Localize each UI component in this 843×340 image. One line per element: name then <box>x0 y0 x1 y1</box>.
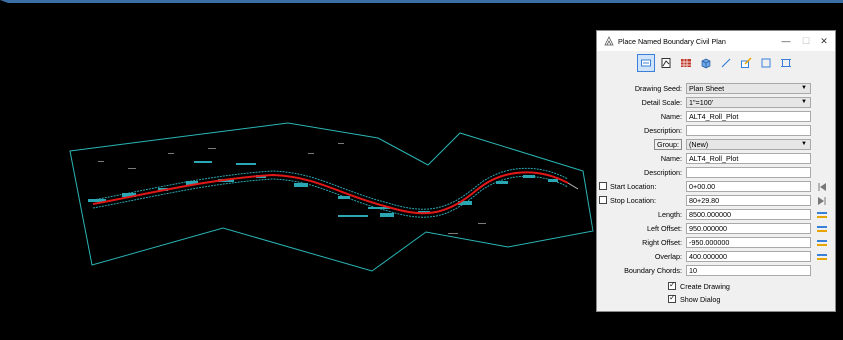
right-offset-input[interactable]: -950.000000 <box>686 237 811 248</box>
dialog-title: Place Named Boundary Civil Plan <box>618 36 726 46</box>
stop-location-row: Stop Location: 80+29.80 <box>597 195 835 207</box>
civil-plan-tool[interactable] <box>637 54 655 72</box>
clip-box-icon <box>781 59 791 67</box>
chevron-down-icon: ▼ <box>801 99 807 105</box>
lock-value-icon[interactable] <box>816 224 828 234</box>
civil-profile-tool[interactable] <box>657 54 675 72</box>
civil-plan-icon <box>641 59 651 67</box>
show-dialog-label: Show Dialog <box>680 295 721 304</box>
label-text-marks <box>98 143 486 234</box>
line-icon <box>721 58 731 68</box>
draw-boundary-tool[interactable] <box>737 54 755 72</box>
stop-location-input[interactable]: 80+29.80 <box>686 195 811 206</box>
go-to-end-icon[interactable] <box>816 196 828 206</box>
start-location-checkbox[interactable] <box>599 182 607 190</box>
right-offset-label: Right Offset: <box>642 238 682 247</box>
group-name-input[interactable]: ALT4_Roll_Plot <box>686 153 811 164</box>
cube-icon <box>701 58 711 69</box>
grid-icon <box>681 59 691 67</box>
from-element-tool[interactable] <box>717 54 735 72</box>
minimize-button[interactable]: — <box>781 36 791 46</box>
chevron-down-icon: ▼ <box>801 141 807 147</box>
group-dropdown[interactable]: (New) ▼ <box>686 139 811 150</box>
clip-tool[interactable] <box>777 54 795 72</box>
chevron-down-icon: ▼ <box>801 85 807 91</box>
show-dialog-row: Show Dialog <box>597 293 835 306</box>
stop-location-label: Stop Location: <box>610 196 656 205</box>
detail-scale-dropdown[interactable]: 1"=100' ▼ <box>686 97 811 108</box>
detail-scale-value: 1"=100' <box>689 98 714 107</box>
cross-section-tool[interactable] <box>677 54 695 72</box>
group-value: (New) <box>689 140 709 149</box>
left-offset-label: Left Offset: <box>646 224 682 233</box>
profile-icon <box>661 58 671 68</box>
rectangle-icon <box>761 58 771 68</box>
lock-value-icon[interactable] <box>816 252 828 262</box>
overlap-row: Overlap: 400.000000 <box>597 251 835 263</box>
detail-scale-row: Detail Scale: 1"=100' ▼ <box>597 97 835 109</box>
name-row: Name: ALT4_Roll_Plot <box>597 111 835 123</box>
length-input[interactable]: 8500.000000 <box>686 209 811 220</box>
start-location-row: Start Location: 0+00.00 <box>597 181 835 193</box>
start-location-input[interactable]: 0+00.00 <box>686 181 811 192</box>
rectangle-tool[interactable] <box>757 54 775 72</box>
pencil-box-icon <box>741 57 752 68</box>
start-location-label: Start Location: <box>610 182 657 191</box>
overlap-input[interactable]: 400.000000 <box>686 251 811 262</box>
group-description-input[interactable] <box>686 167 811 178</box>
edge-of-pavement-lines <box>92 167 569 218</box>
boundary-chords-label: Boundary Chords: <box>624 266 682 275</box>
named-boundary-app-icon <box>604 36 614 46</box>
create-drawing-row: Create Drawing <box>597 280 835 293</box>
close-button[interactable]: ✕ <box>820 36 828 46</box>
3d-cut-tool[interactable] <box>697 54 715 72</box>
length-label: Length: <box>658 210 682 219</box>
drawing-seed-dropdown[interactable]: Plan Sheet ▼ <box>686 83 811 94</box>
named-boundary-outline <box>69 122 594 272</box>
length-row: Length: 8500.000000 <box>597 209 835 221</box>
boundary-chords-row: Boundary Chords: 10 <box>597 265 835 277</box>
stop-location-checkbox[interactable] <box>599 196 607 204</box>
right-offset-row: Right Offset: -950.000000 <box>597 237 835 249</box>
show-dialog-checkbox[interactable] <box>668 293 676 303</box>
maximize-button[interactable]: ☐ <box>801 36 811 46</box>
go-to-start-icon[interactable] <box>816 182 828 192</box>
description-row: Description: <box>597 125 835 137</box>
left-offset-input[interactable]: 950.000000 <box>686 223 811 234</box>
create-drawing-label: Create Drawing <box>680 282 730 291</box>
left-offset-row: Left Offset: 950.000000 <box>597 223 835 235</box>
group-row: Group: (New) ▼ <box>597 139 835 151</box>
detail-scale-label: Detail Scale: <box>641 98 682 107</box>
name-input[interactable]: ALT4_Roll_Plot <box>686 111 811 122</box>
name-label: Name: <box>660 112 682 121</box>
drawing-seed-label: Drawing Seed: <box>634 84 682 93</box>
lock-value-icon[interactable] <box>816 210 828 220</box>
group-label-button[interactable]: Group: <box>654 139 682 150</box>
group-description-label: Description: <box>644 168 682 177</box>
description-input[interactable] <box>686 125 811 136</box>
drawing-canvas[interactable] <box>8 3 843 340</box>
group-description-row: Description: <box>597 167 835 179</box>
overlap-label: Overlap: <box>654 252 682 261</box>
mode-toolbar <box>597 53 835 73</box>
dialog-titlebar[interactable]: Place Named Boundary Civil Plan — ☐ ✕ <box>597 31 835 51</box>
boundary-chords-input[interactable]: 10 <box>686 265 811 276</box>
drawing-seed-row: Drawing Seed: Plan Sheet ▼ <box>597 83 835 95</box>
alignment-end-tick <box>567 182 579 190</box>
group-name-row: Name: ALT4_Roll_Plot <box>597 153 835 165</box>
drawing-seed-value: Plan Sheet <box>689 84 725 93</box>
create-drawing-checkbox[interactable] <box>668 280 676 290</box>
design-annotations <box>88 161 558 217</box>
description-label: Description: <box>644 126 682 135</box>
lock-value-icon[interactable] <box>816 238 828 248</box>
place-named-boundary-dialog: Place Named Boundary Civil Plan — ☐ ✕ <box>596 30 836 312</box>
group-name-label: Name: <box>660 154 682 163</box>
alignment-centerline <box>92 171 569 215</box>
